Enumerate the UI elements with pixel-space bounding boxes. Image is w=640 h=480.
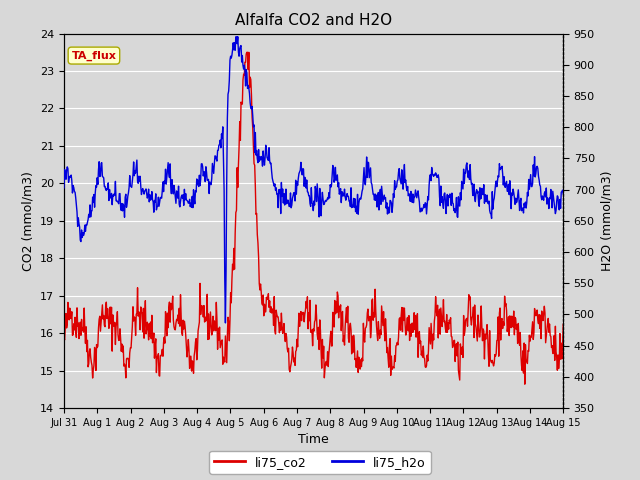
- X-axis label: Time: Time: [298, 433, 329, 446]
- Legend: li75_co2, li75_h2o: li75_co2, li75_h2o: [209, 451, 431, 474]
- Y-axis label: H2O (mmol/m3): H2O (mmol/m3): [600, 170, 613, 271]
- Title: Alfalfa CO2 and H2O: Alfalfa CO2 and H2O: [235, 13, 392, 28]
- Text: TA_flux: TA_flux: [72, 50, 116, 60]
- Y-axis label: CO2 (mmol/m3): CO2 (mmol/m3): [22, 171, 35, 271]
